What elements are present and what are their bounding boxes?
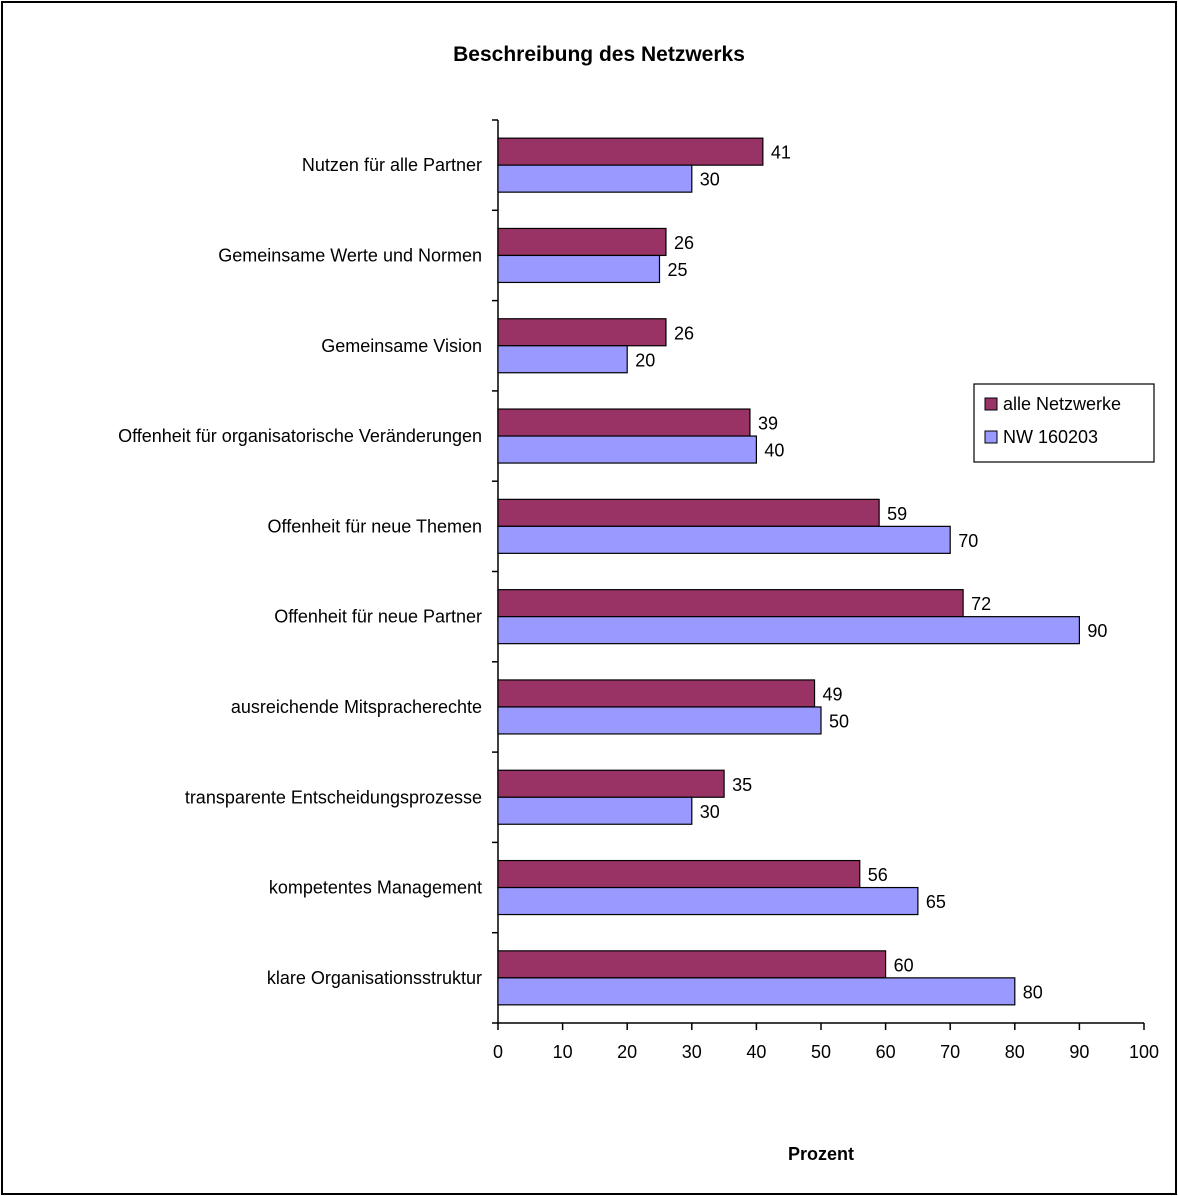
data-label: 72 <box>971 594 991 614</box>
data-label: 80 <box>1023 982 1043 1002</box>
data-label: 35 <box>732 775 752 795</box>
data-label: 56 <box>868 865 888 885</box>
x-tick-label: 60 <box>876 1042 896 1062</box>
data-label: 49 <box>823 684 843 704</box>
bar-nw-160203 <box>497 616 1081 645</box>
x-tick-label: 40 <box>746 1042 766 1062</box>
data-label: 65 <box>926 892 946 912</box>
legend-swatch <box>984 430 998 444</box>
bar-alle-netzwerke <box>497 137 764 166</box>
bar-alle-netzwerke <box>497 679 816 708</box>
data-label: 30 <box>700 170 720 190</box>
x-tick-label: 10 <box>553 1042 573 1062</box>
category-label: Offenheit für neue Themen <box>268 516 482 536</box>
x-tick-label: 0 <box>493 1042 503 1062</box>
bar-nw-160203 <box>497 796 693 825</box>
bar-alle-netzwerke <box>497 859 861 889</box>
bar-alle-netzwerke <box>497 950 887 979</box>
category-label: Gemeinsame Vision <box>321 336 482 356</box>
x-tick-label: 90 <box>1069 1042 1089 1062</box>
bars: 41 30 26 25 26 20 39 40 59 70 72 90 49 50 35 30 56 65 60 80 <box>497 137 1107 1006</box>
x-tick-label: 80 <box>1005 1042 1025 1062</box>
legend: alle Netzwerke NW 160203 <box>973 383 1155 463</box>
data-label: 60 <box>894 955 914 975</box>
bar-alle-netzwerke <box>497 318 667 347</box>
category-label: transparente Entscheidungsprozesse <box>185 787 482 807</box>
bar-alle-netzwerke <box>497 498 880 527</box>
x-axis-label: Prozent <box>788 1144 854 1164</box>
bar-nw-160203 <box>497 164 693 193</box>
bar-nw-160203 <box>497 254 661 284</box>
data-label: 26 <box>674 323 694 343</box>
category-label: Offenheit für organisatorische Veränderu… <box>118 426 482 446</box>
bar-nw-160203 <box>497 886 919 916</box>
data-label: 90 <box>1087 621 1107 641</box>
legend-swatch <box>984 397 998 411</box>
data-label: 20 <box>635 350 655 370</box>
category-label: Nutzen für alle Partner <box>302 155 482 175</box>
x-tick-label: 70 <box>940 1042 960 1062</box>
bar-alle-netzwerke <box>497 589 964 618</box>
legend-label: alle Netzwerke <box>1003 394 1121 414</box>
x-tick-label: 30 <box>682 1042 702 1062</box>
x-tick-label: 20 <box>617 1042 637 1062</box>
data-label: 40 <box>764 441 784 461</box>
data-label: 39 <box>758 414 778 434</box>
data-label: 70 <box>958 531 978 551</box>
data-label: 41 <box>771 143 791 163</box>
bar-nw-160203 <box>497 435 757 464</box>
bar-alle-netzwerke <box>497 227 667 257</box>
x-tick-label: 50 <box>811 1042 831 1062</box>
data-label: 30 <box>700 802 720 822</box>
bar-nw-160203 <box>497 345 628 374</box>
bar-nw-160203 <box>497 525 951 554</box>
legend-box <box>973 383 1155 463</box>
x-tick-label: 100 <box>1129 1042 1159 1062</box>
data-label: 50 <box>829 711 849 731</box>
legend-label: NW 160203 <box>1003 427 1098 447</box>
bar-nw-160203 <box>497 977 1016 1006</box>
category-label: ausreichende Mitspracherechte <box>231 697 482 717</box>
data-label: 59 <box>887 504 907 524</box>
bar-alle-netzwerke <box>497 408 751 437</box>
data-label: 25 <box>668 260 688 280</box>
category-label: klare Organisationsstruktur <box>267 968 482 988</box>
category-label: kompetentes Management <box>269 878 482 898</box>
bar-nw-160203 <box>497 706 822 735</box>
chart-title: Beschreibung des Netzwerks <box>453 43 745 66</box>
category-label: Gemeinsame Werte und Normen <box>218 245 482 265</box>
bar-alle-netzwerke <box>497 769 725 798</box>
category-label: Offenheit für neue Partner <box>274 607 482 627</box>
data-label: 26 <box>674 233 694 253</box>
